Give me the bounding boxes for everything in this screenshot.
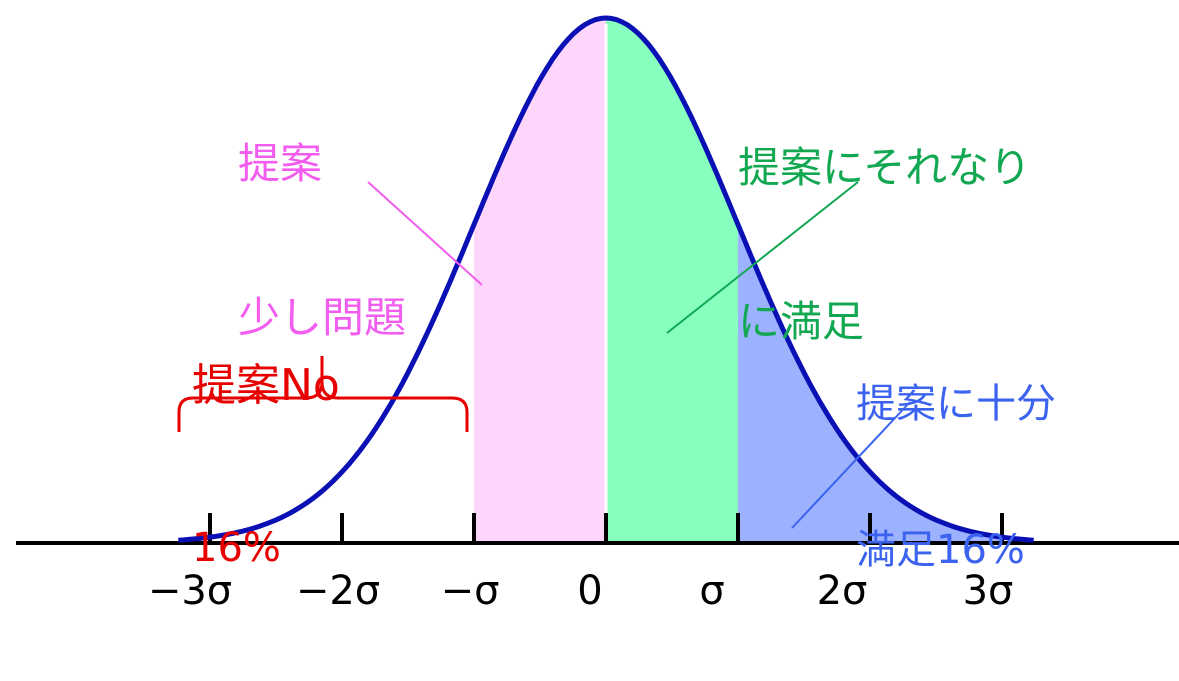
region-little-problem [474,18,606,543]
label-reasonably-satisfied: 提案にそれなり に満足 [738,40,1031,450]
leader-line-reasonably-satisfied [666,181,859,334]
label-fully-satisfied: 提案に十分 満足16% [856,282,1056,672]
tick-label-2-sigma: 2σ [816,568,868,614]
tick-label-3-sigma: 3σ [962,568,1014,614]
label-proposal-no-line1: 提案No [192,360,340,412]
region-fully-satisfied [738,224,1002,543]
label-proposal-no: 提案No 16% [192,252,340,681]
tick-label-sigma: σ [699,568,725,614]
label-reasonably-satisfied-line1: 提案にそれなり [738,143,1032,193]
tick-label-minus-sigma: −σ [440,568,500,614]
bell-curve [178,15,1034,543]
label-reasonably-satisfied-line2: に満足 [738,297,865,347]
region-reasonably-satisfied [606,18,738,543]
label-proposal-no-line2: 16% [192,525,281,572]
tick-label-minus-2-sigma: −2σ [295,568,381,614]
tick-label-minus-3-sigma: −3σ [147,568,233,614]
distribution-chart [16,15,1179,545]
label-fully-satisfied-line1: 提案に十分 [856,380,1056,427]
leader-line-little-problem [367,181,483,286]
tick-label-zero: 0 [577,568,603,614]
no-region-brace [177,356,469,432]
leader-line-fully-satisfied [791,401,911,529]
label-little-problem-line1: 提案 [238,139,323,189]
label-little-problem-line2: 少し問題 [238,293,407,343]
label-little-problem: 提案 少し問題 [238,36,406,446]
label-fully-satisfied-line2: 満足16% [856,526,1025,573]
normal-distribution-diagram: 提案No 16% 提案 少し問題 提案にそれなり に満足 提案に十分 満足16%… [16,15,1179,614]
